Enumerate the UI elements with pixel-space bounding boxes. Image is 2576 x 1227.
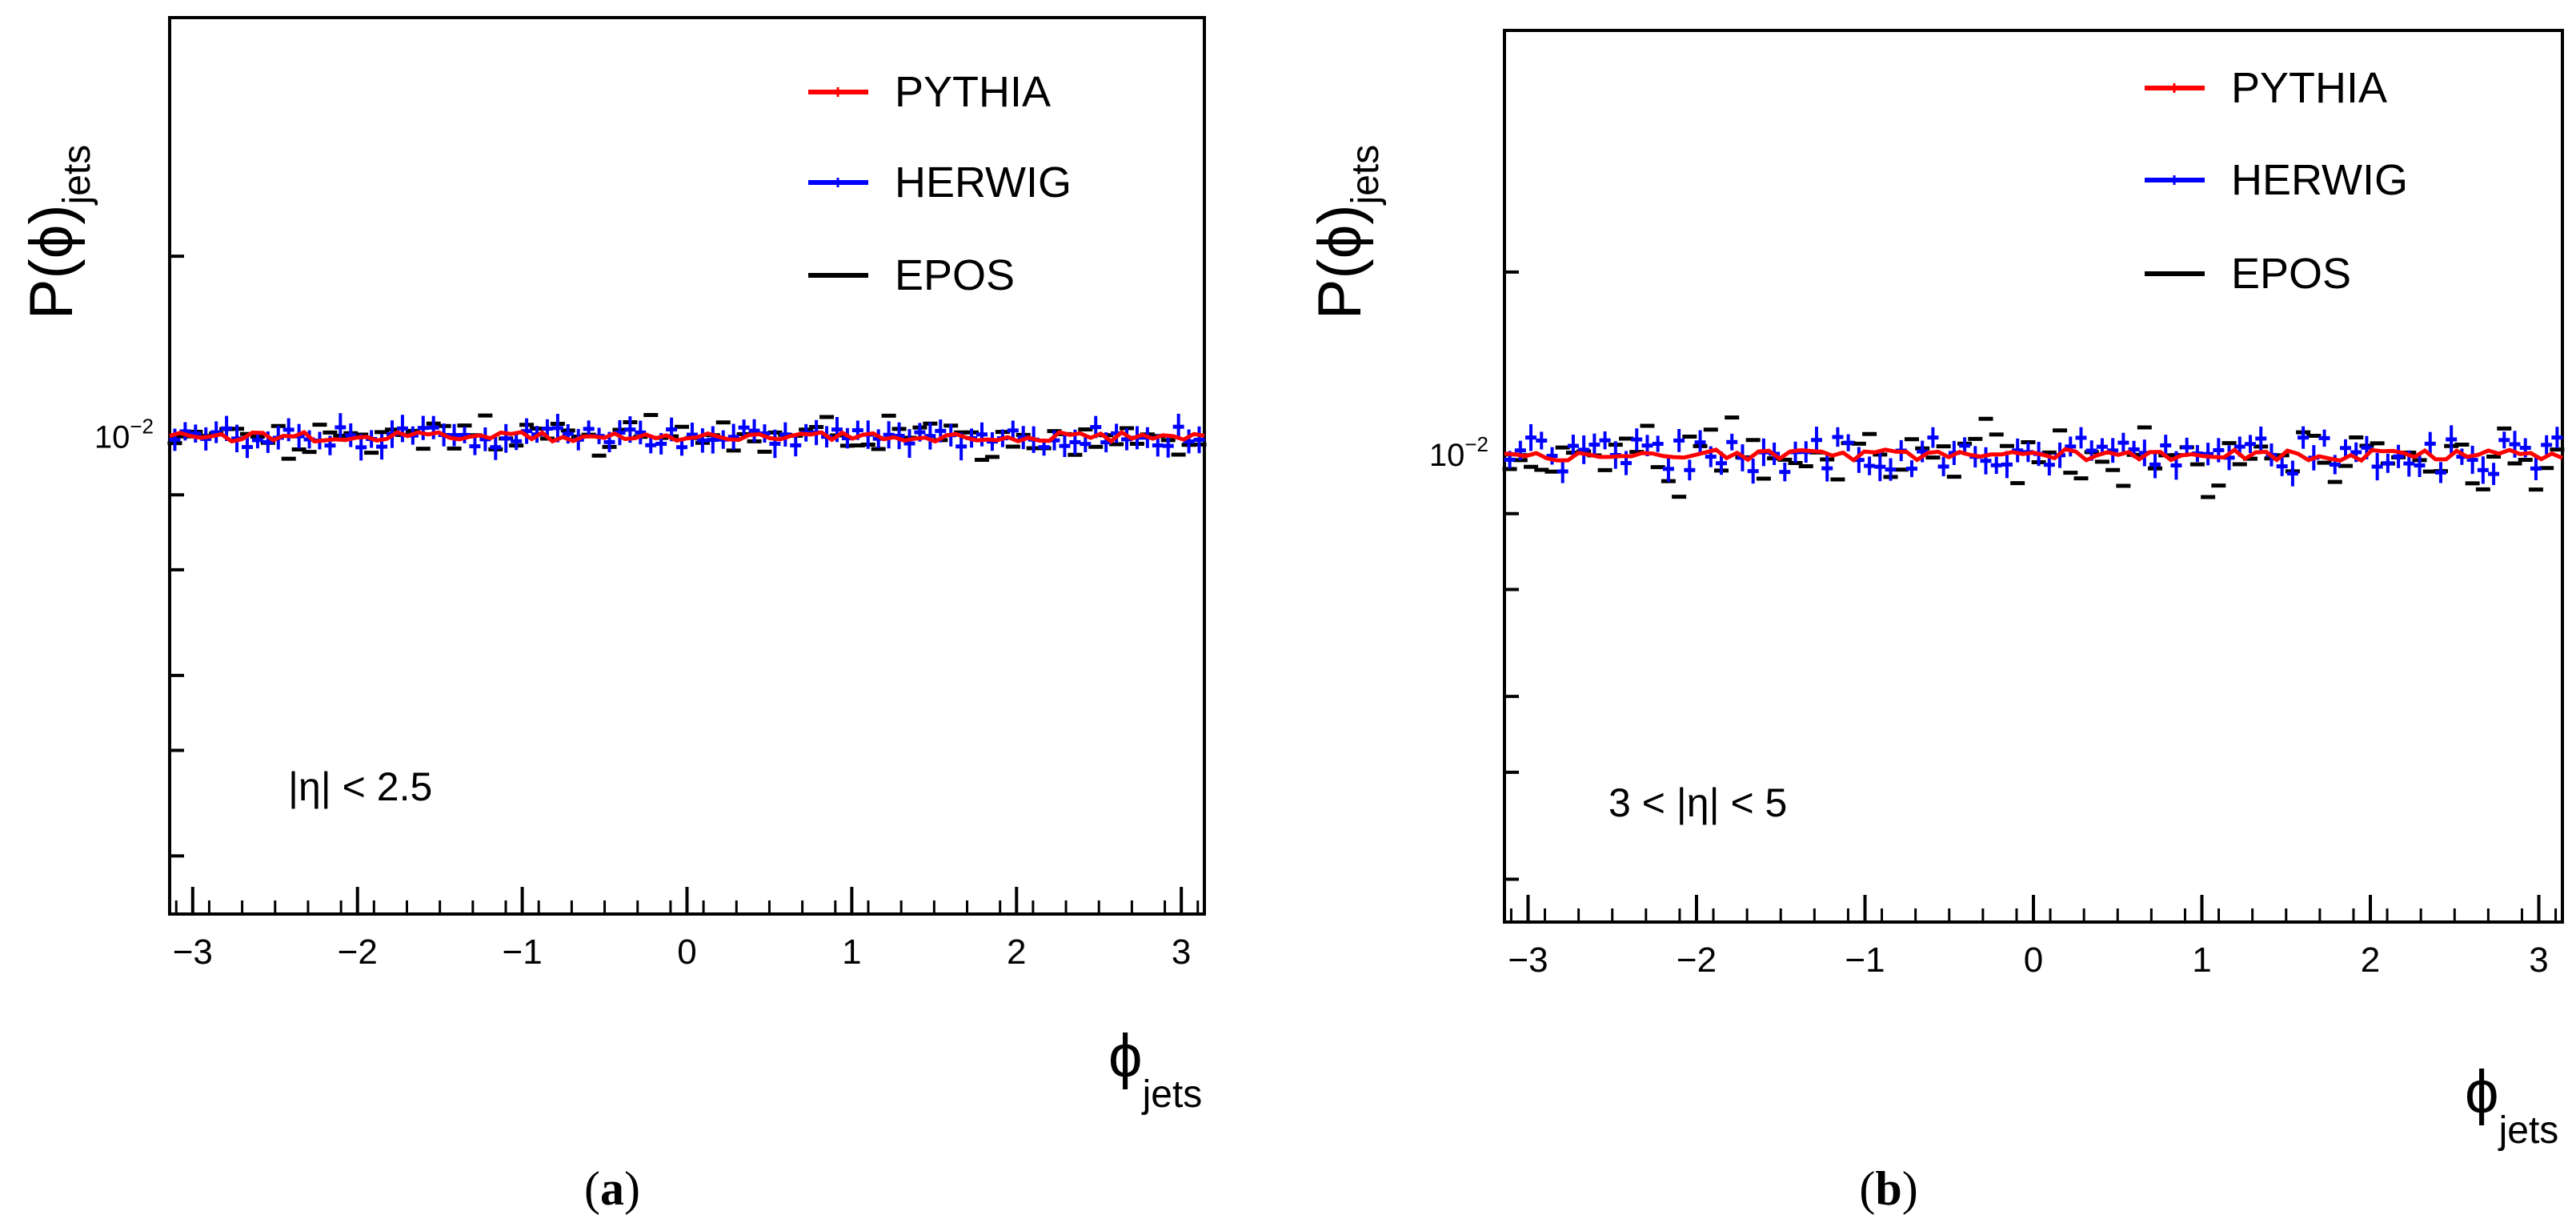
y-tick-label: 10−2 — [94, 415, 154, 455]
pythia-line — [1504, 447, 2563, 463]
x-tick-label: −1 — [1845, 940, 1885, 980]
panel-a: −3 −2 −1 0 1 2 3 10−2 P(ϕ)jets ϕjets PYTHIA HERWIG E… — [18, 16, 1207, 1215]
x-tick-label: 0 — [2024, 940, 2043, 980]
chart-b: −3 −2 −1 0 1 2 3 10−2 P(ϕ)jets ϕjets PYTHIA HERWIG E… — [1306, 29, 2565, 1215]
caption-open-paren: ( — [584, 1162, 600, 1215]
y-axis-label: P(ϕ)jets — [1306, 145, 1387, 320]
x-tick-label: −1 — [503, 932, 543, 972]
x-tick-label: −2 — [338, 932, 378, 972]
x-tick-label: 0 — [677, 932, 696, 972]
panel-b: −3 −2 −1 0 1 2 3 10−2 P(ϕ)jets ϕjets PYTHIA HERWIG E… — [1288, 0, 2576, 1227]
pythia-line — [169, 430, 1205, 444]
y-axis-label: P(ϕ)jets — [18, 145, 98, 320]
x-tick-label: 3 — [1172, 932, 1191, 972]
panel-caption: (b) — [1859, 1162, 1917, 1215]
caption-close-paren: ) — [624, 1162, 640, 1215]
x-tick-label: −3 — [1508, 940, 1548, 980]
x-axis-label-subscript: jets — [1141, 1073, 1203, 1116]
legend-label-epos: EPOS — [895, 251, 1015, 299]
y-axis-label-subscript: jets — [1344, 145, 1387, 207]
x-axis-label: ϕjets — [1108, 1022, 1202, 1116]
x-tick-label: 1 — [842, 932, 861, 972]
region-annotation: |η| < 2.5 — [288, 764, 432, 809]
caption-letter: a — [600, 1162, 624, 1215]
x-tick-label: 2 — [1007, 932, 1026, 972]
x-tick-label: 2 — [2361, 940, 2380, 980]
x-axis-label: ϕjets — [2465, 1058, 2558, 1152]
legend-label-herwig: HERWIG — [2231, 156, 2408, 204]
x-axis-label-subscript: jets — [2498, 1109, 2559, 1152]
legend-label-pythia: PYTHIA — [895, 68, 1051, 116]
x-tick-label: 3 — [2529, 940, 2548, 980]
legend-label-herwig: HERWIG — [895, 158, 1072, 207]
caption-close-paren: ) — [1902, 1162, 1918, 1215]
y-tick-exponent: −2 — [1464, 432, 1488, 456]
region-annotation: 3 < |η| < 5 — [1608, 780, 1787, 825]
legend-label-epos: EPOS — [2231, 250, 2351, 298]
caption-letter: b — [1875, 1162, 1901, 1215]
x-tick-label: −3 — [173, 932, 213, 972]
panel-caption: (a) — [584, 1162, 640, 1215]
legend-label-pythia: PYTHIA — [2231, 64, 2387, 112]
y-axis-label-subscript: jets — [56, 145, 98, 207]
x-tick-label: −2 — [1677, 940, 1717, 980]
y-tick-exponent: −2 — [130, 415, 154, 439]
x-tick-label: 1 — [2192, 940, 2211, 980]
y-tick-label: 10−2 — [1429, 432, 1488, 473]
chart-a: −3 −2 −1 0 1 2 3 10−2 P(ϕ)jets ϕjets PYTHIA HERWIG E… — [18, 16, 1207, 1215]
caption-open-paren: ( — [1859, 1162, 1875, 1215]
